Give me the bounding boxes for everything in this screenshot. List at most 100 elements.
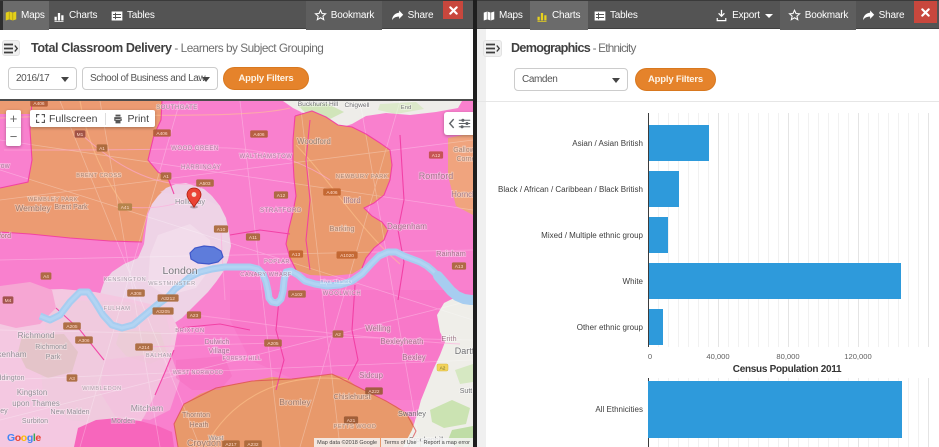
svg-text:WIMBLEDON: WIMBLEDON bbox=[82, 386, 122, 392]
svg-text:A217: A217 bbox=[225, 442, 237, 447]
svg-text:A4: A4 bbox=[43, 274, 49, 280]
svg-text:row: row bbox=[0, 163, 11, 170]
svg-text:kenham: kenham bbox=[0, 350, 27, 359]
svg-text:WEMBLEY PARK: WEMBLEY PARK bbox=[28, 197, 78, 203]
svg-text:A13: A13 bbox=[455, 264, 464, 270]
svg-text:A23: A23 bbox=[190, 313, 199, 319]
svg-text:A12: A12 bbox=[432, 153, 441, 159]
svg-text:New Malden: New Malden bbox=[51, 409, 90, 416]
svg-text:ey: ey bbox=[0, 408, 8, 415]
svg-text:Gallow: Gallow bbox=[453, 147, 473, 154]
svg-text:Heath: Heath bbox=[190, 422, 209, 429]
svg-text:End: End bbox=[401, 105, 411, 111]
svg-text:Hornchu: Hornchu bbox=[451, 190, 473, 199]
svg-text:A12: A12 bbox=[277, 193, 286, 199]
svg-text:M4: M4 bbox=[5, 298, 12, 304]
svg-text:WEST NORWOOD: WEST NORWOOD bbox=[173, 370, 224, 376]
svg-text:ford: ford bbox=[0, 233, 11, 240]
svg-text:Sutt: Sutt bbox=[460, 388, 473, 395]
svg-text:A222: A222 bbox=[368, 389, 380, 395]
svg-text:A3212: A3212 bbox=[161, 296, 175, 302]
svg-text:Bexley: Bexley bbox=[402, 353, 426, 362]
svg-text:A503: A503 bbox=[199, 181, 211, 187]
svg-text:A306: A306 bbox=[78, 338, 90, 344]
svg-text:CANARY WHARF: CANARY WHARF bbox=[240, 272, 291, 278]
svg-text:A2: A2 bbox=[440, 366, 446, 372]
svg-text:WOOD GREEN: WOOD GREEN bbox=[171, 146, 219, 152]
svg-text:NEWBURY PARK: NEWBURY PARK bbox=[336, 174, 388, 180]
svg-text:A3: A3 bbox=[69, 376, 75, 382]
svg-text:Corne: Corne bbox=[456, 156, 473, 163]
svg-text:Ilford: Ilford bbox=[343, 196, 360, 205]
svg-text:Swanley: Swanley bbox=[398, 409, 426, 418]
svg-text:A232: A232 bbox=[247, 442, 259, 447]
svg-text:A102: A102 bbox=[291, 292, 303, 298]
svg-text:WESTMINSTER: WESTMINSTER bbox=[148, 281, 196, 287]
svg-text:Village: Village bbox=[209, 348, 230, 355]
svg-text:A21: A21 bbox=[347, 418, 356, 424]
svg-text:Census Population 2011: Census Population 2011 bbox=[733, 364, 842, 375]
svg-text:Welling: Welling bbox=[365, 324, 390, 333]
svg-text:Chislehurst: Chislehurst bbox=[333, 392, 370, 401]
svg-text:Sidcup: Sidcup bbox=[359, 371, 384, 380]
svg-text:BRENT CROSS: BRENT CROSS bbox=[76, 173, 121, 179]
svg-text:Mixed / Multiple ethnic group: Mixed / Multiple ethnic group bbox=[541, 231, 643, 240]
svg-text:Brent Park: Brent Park bbox=[54, 204, 88, 211]
svg-text:WOOLWICH: WOOLWICH bbox=[323, 291, 362, 297]
svg-text:Dulwich: Dulwich bbox=[205, 339, 230, 346]
svg-text:FOREST HILL: FOREST HILL bbox=[223, 356, 262, 362]
svg-text:Other ethnic group: Other ethnic group bbox=[577, 323, 644, 332]
svg-text:Wembley: Wembley bbox=[15, 203, 51, 213]
svg-text:A1020: A1020 bbox=[340, 253, 354, 259]
svg-text:A2: A2 bbox=[335, 332, 341, 338]
svg-text:Kingston: Kingston bbox=[17, 388, 47, 397]
svg-text:Chigwell: Chigwell bbox=[344, 102, 370, 109]
svg-text:A214: A214 bbox=[138, 345, 150, 351]
svg-text:WALTHAMSTOW: WALTHAMSTOW bbox=[240, 154, 293, 160]
svg-text:BALHAM: BALHAM bbox=[146, 353, 172, 359]
svg-text:Surbiton: Surbiton bbox=[22, 418, 48, 425]
svg-text:ddington: ddington bbox=[0, 375, 25, 382]
svg-text:A308: A308 bbox=[130, 291, 142, 297]
svg-text:KENSINGTON: KENSINGTON bbox=[104, 277, 147, 283]
svg-text:White: White bbox=[623, 277, 644, 286]
svg-text:River Thames: River Thames bbox=[321, 279, 352, 284]
svg-text:STRATFORD: STRATFORD bbox=[260, 207, 302, 214]
svg-text:Dartfo: Dartfo bbox=[455, 346, 473, 356]
svg-text:HARRINGAY: HARRINGAY bbox=[181, 165, 221, 171]
svg-text:Croydon: Croydon bbox=[187, 438, 221, 447]
svg-text:All Ethnicities: All Ethnicities bbox=[595, 405, 643, 414]
svg-text:SOUTHGATE: SOUTHGATE bbox=[156, 105, 198, 111]
svg-text:A406: A406 bbox=[33, 101, 45, 107]
svg-text:A406: A406 bbox=[253, 132, 265, 138]
svg-text:Asian / Asian British: Asian / Asian British bbox=[572, 139, 643, 148]
svg-text:Thornton: Thornton bbox=[182, 412, 210, 419]
svg-text:40,000: 40,000 bbox=[706, 352, 729, 361]
svg-text:0: 0 bbox=[648, 352, 652, 361]
svg-text:Carbourne: Carbourne bbox=[392, 101, 420, 103]
svg-text:M1: M1 bbox=[77, 132, 84, 138]
svg-text:Romford: Romford bbox=[419, 171, 453, 181]
svg-text:West: West bbox=[209, 435, 224, 442]
svg-text:A13: A13 bbox=[292, 252, 301, 258]
svg-text:Park: Park bbox=[46, 354, 61, 361]
svg-text:London: London bbox=[162, 265, 197, 277]
svg-text:A10: A10 bbox=[217, 227, 226, 233]
svg-text:A205: A205 bbox=[66, 324, 78, 330]
svg-text:Bromley: Bromley bbox=[279, 397, 311, 407]
svg-text:Bexleyheath: Bexleyheath bbox=[381, 337, 424, 346]
svg-text:A1: A1 bbox=[99, 146, 105, 152]
svg-text:120,000: 120,000 bbox=[844, 352, 871, 361]
svg-text:A1: A1 bbox=[163, 174, 169, 180]
svg-text:80,000: 80,000 bbox=[776, 352, 799, 361]
svg-text:A205: A205 bbox=[267, 341, 279, 347]
svg-text:A406: A406 bbox=[326, 190, 338, 196]
svg-text:Richmond: Richmond bbox=[35, 344, 67, 351]
svg-text:upon Thames: upon Thames bbox=[12, 399, 60, 408]
svg-text:Morden: Morden bbox=[111, 418, 135, 425]
svg-text:POPLAR: POPLAR bbox=[264, 259, 290, 265]
svg-text:Black / African / Caribbean /: Black / African / Caribbean / Black Brit… bbox=[498, 185, 643, 194]
svg-text:A41: A41 bbox=[121, 205, 130, 211]
svg-text:Rainham: Rainham bbox=[436, 249, 466, 258]
svg-text:Dagenham: Dagenham bbox=[387, 222, 427, 231]
